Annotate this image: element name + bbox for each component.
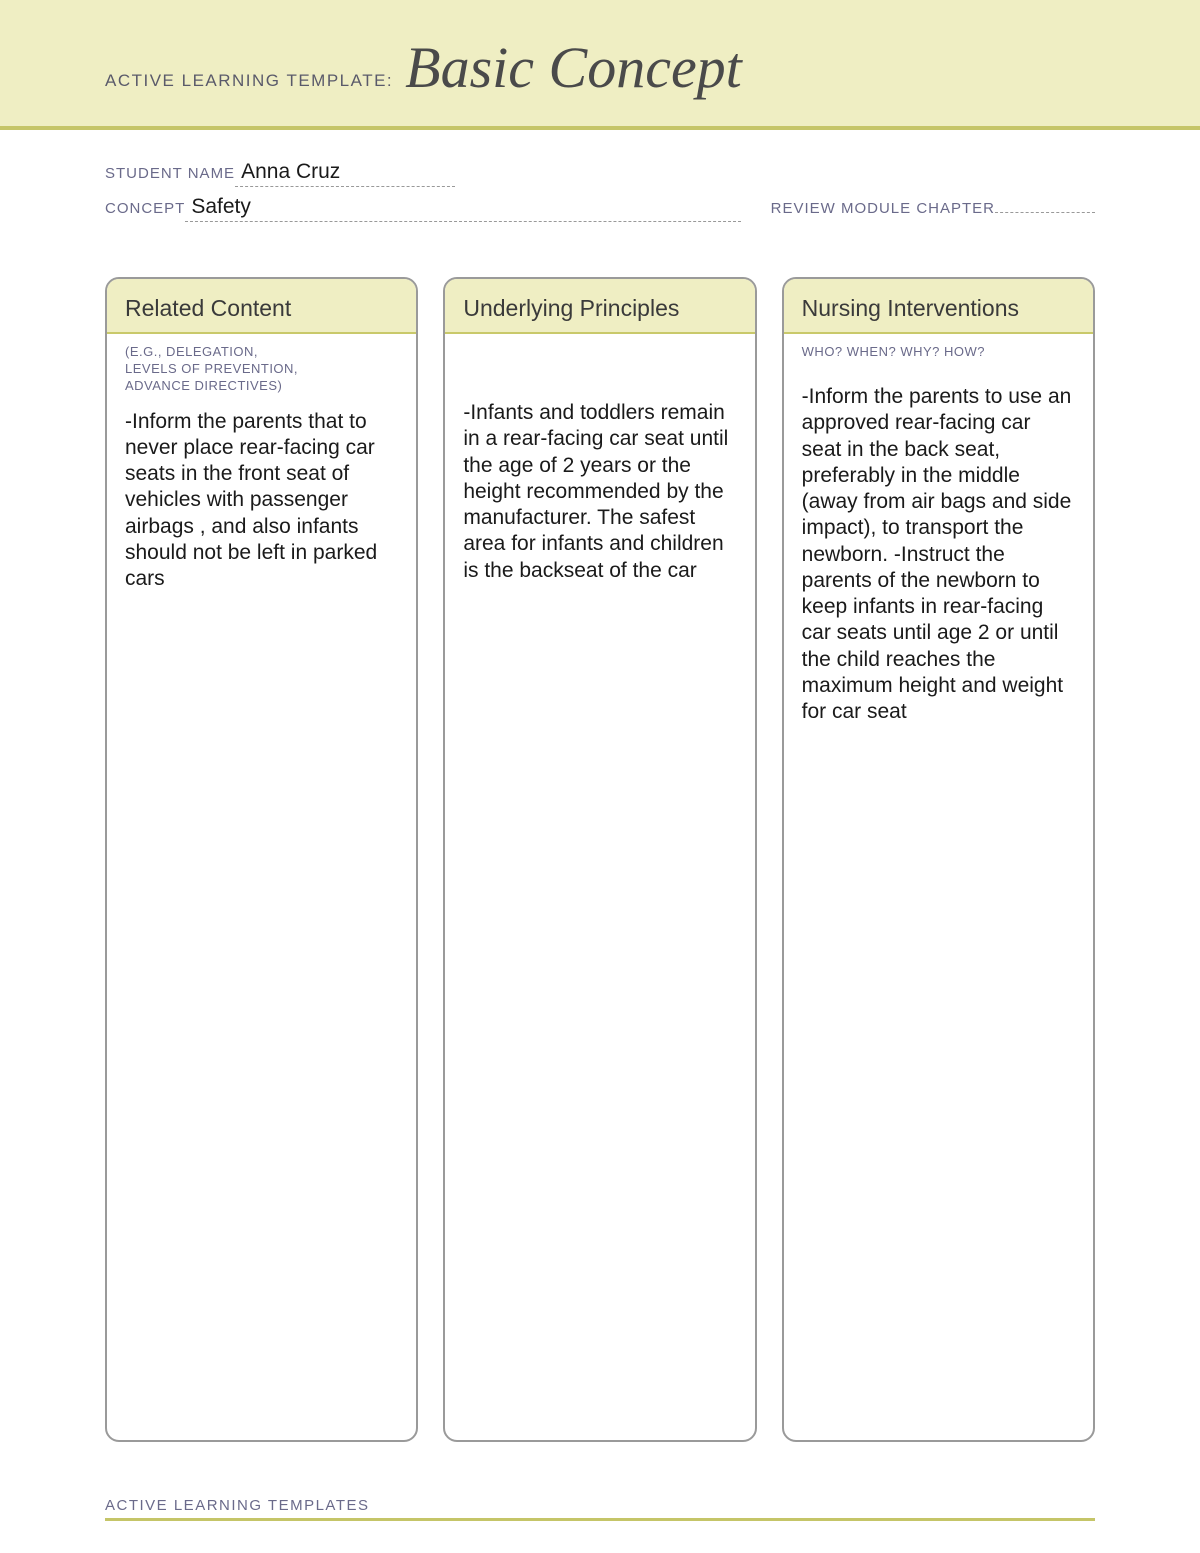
principles-subtitle bbox=[445, 334, 754, 392]
form-fields: STUDENT NAME Anna Cruz CONCEPT Safety RE… bbox=[0, 130, 1200, 222]
template-label: ACTIVE LEARNING TEMPLATE: bbox=[105, 71, 393, 101]
template-title: Basic Concept bbox=[405, 34, 742, 101]
concept-row: CONCEPT Safety REVIEW MODULE CHAPTER bbox=[105, 195, 1095, 222]
related-body: -Inform the parents that to never place … bbox=[107, 401, 416, 611]
student-name-row: STUDENT NAME Anna Cruz bbox=[105, 160, 1095, 187]
interventions-box: Nursing Interventions WHO? WHEN? WHY? HO… bbox=[782, 277, 1095, 1442]
footer: ACTIVE LEARNING TEMPLATES bbox=[105, 1497, 1095, 1521]
concept-value: Safety bbox=[185, 195, 740, 222]
concept-left: CONCEPT Safety bbox=[105, 195, 771, 222]
review-section: REVIEW MODULE CHAPTER bbox=[771, 195, 1095, 217]
header-band: ACTIVE LEARNING TEMPLATE: Basic Concept bbox=[0, 0, 1200, 130]
interventions-header: Nursing Interventions bbox=[784, 279, 1093, 334]
related-subtitle: (E.G., DELEGATION, LEVELS OF PREVENTION,… bbox=[107, 334, 416, 401]
interventions-title: Nursing Interventions bbox=[802, 295, 1075, 322]
columns-wrap: Related Content (E.G., DELEGATION, LEVEL… bbox=[0, 222, 1200, 1442]
related-header: Related Content bbox=[107, 279, 416, 334]
review-value bbox=[995, 195, 1095, 213]
interventions-subtitle: WHO? WHEN? WHY? HOW? bbox=[784, 334, 1093, 376]
student-name-value: Anna Cruz bbox=[235, 160, 455, 187]
principles-title: Underlying Principles bbox=[463, 295, 736, 322]
related-title: Related Content bbox=[125, 295, 398, 322]
principles-body: -Infants and toddlers remain in a rear-f… bbox=[445, 392, 754, 602]
interventions-body: -Inform the parents to use an approved r… bbox=[784, 376, 1093, 743]
concept-label: CONCEPT bbox=[105, 200, 185, 217]
principles-box: Underlying Principles -Infants and toddl… bbox=[443, 277, 756, 1442]
student-name-label: STUDENT NAME bbox=[105, 165, 235, 182]
footer-line bbox=[105, 1518, 1095, 1521]
footer-label: ACTIVE LEARNING TEMPLATES bbox=[105, 1497, 1095, 1518]
review-label: REVIEW MODULE CHAPTER bbox=[771, 200, 995, 217]
principles-header: Underlying Principles bbox=[445, 279, 754, 334]
related-content-box: Related Content (E.G., DELEGATION, LEVEL… bbox=[105, 277, 418, 1442]
